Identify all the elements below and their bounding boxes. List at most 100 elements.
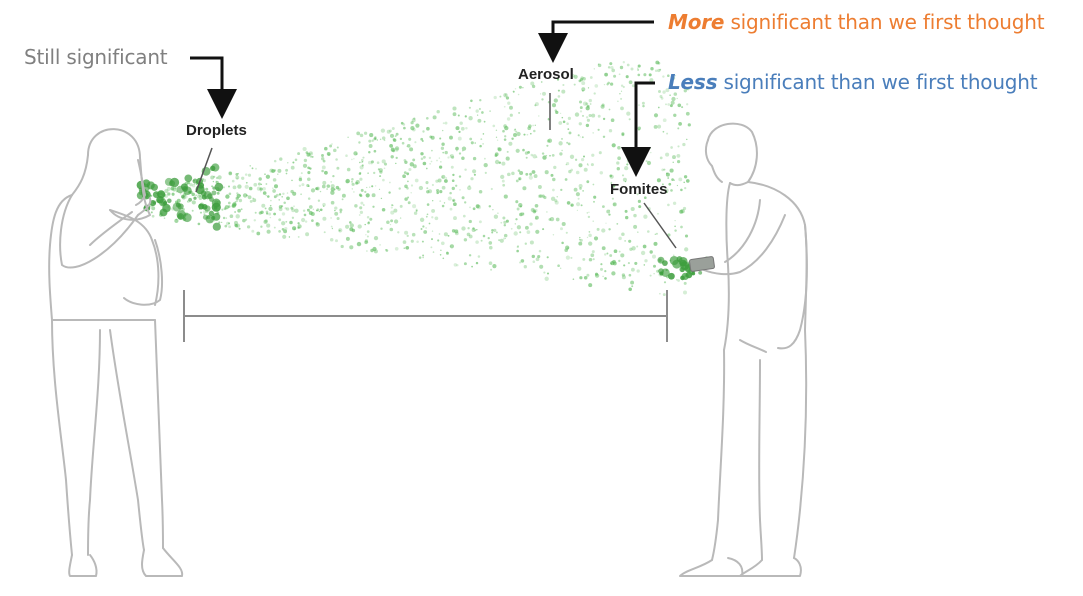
aerosol-particle	[513, 133, 517, 137]
aerosol-particle	[637, 68, 640, 71]
aerosol-particle	[555, 217, 560, 222]
aerosol-particle	[272, 187, 274, 189]
aerosol-particle	[522, 148, 525, 152]
aerosol-particle	[285, 207, 290, 211]
aerosol-particle	[620, 97, 623, 100]
aerosol-particle	[410, 192, 412, 194]
aerosol-particle	[559, 112, 562, 115]
aerosol-particle	[450, 165, 454, 169]
droplet-particle	[214, 182, 224, 192]
aerosol-particle	[431, 238, 433, 241]
aerosol-particle	[677, 279, 680, 282]
aerosol-particle	[336, 166, 340, 170]
aerosol-particle	[262, 191, 267, 195]
aerosol-particle	[591, 250, 595, 254]
aerosol-particle	[474, 229, 477, 232]
aerosol-particle	[468, 116, 473, 121]
aerosol-particle	[175, 218, 178, 221]
aerosol-particle	[420, 228, 423, 230]
aerosol-particle	[278, 207, 283, 212]
aerosol-particle	[401, 141, 405, 145]
aerosol-particle	[335, 185, 340, 190]
aerosol-particle	[576, 209, 579, 212]
aerosol-particle	[247, 195, 252, 200]
aerosol-particle	[272, 178, 277, 182]
aerosol-particle	[590, 253, 595, 258]
aerosol-particle	[292, 161, 295, 164]
aerosol-particle	[171, 192, 175, 196]
aerosol-particle	[683, 290, 687, 295]
aerosol-particle	[594, 84, 599, 88]
aerosol-particle	[636, 269, 640, 273]
aerosol-particle	[425, 215, 428, 218]
aerosol-particle	[407, 180, 409, 183]
aerosol-particle	[578, 241, 583, 246]
aerosol-particle	[517, 245, 519, 247]
aerosol-particle	[673, 113, 677, 117]
aerosol-particle	[360, 188, 364, 192]
aerosol-particle	[254, 211, 257, 214]
aerosol-particle	[205, 187, 209, 191]
aerosol-particle	[262, 186, 266, 191]
aerosol-particle	[404, 230, 409, 235]
aerosol-particle	[429, 163, 431, 165]
aerosol-particle	[405, 245, 410, 250]
aerosol-particle	[608, 213, 611, 216]
aerosol-particle	[426, 126, 430, 131]
aerosol-particle	[577, 197, 580, 200]
aerosol-particle	[282, 192, 285, 196]
aerosol-particle	[333, 188, 336, 191]
aerosol-particle	[447, 156, 450, 159]
aerosol-particle	[238, 198, 243, 203]
aerosol-particle	[578, 122, 582, 126]
aerosol-particle	[534, 102, 539, 107]
aerosol-particle	[566, 162, 570, 166]
aerosol-particle	[196, 195, 200, 198]
aerosol-particle	[242, 218, 246, 223]
aerosol-particle	[360, 161, 363, 164]
aerosol-particle	[368, 144, 373, 148]
aerosol-particle	[579, 106, 583, 110]
aerosol-particle	[592, 132, 595, 134]
aerosol-particle	[546, 144, 549, 147]
aerosol-particle	[633, 224, 638, 229]
aerosol-particle	[329, 237, 334, 242]
aerosol-particle	[273, 184, 279, 189]
aerosol-particle	[399, 204, 403, 208]
aerosol-particle	[372, 205, 375, 208]
aerosol-particle	[293, 228, 296, 231]
aerosol-particle	[616, 222, 619, 225]
aerosol-particle	[537, 255, 541, 259]
aerosol-particle	[431, 216, 434, 219]
aerosol-particle	[681, 106, 684, 109]
aerosol-particle	[232, 203, 237, 207]
aerosol-particle	[529, 222, 533, 226]
aerosol-particle	[233, 202, 237, 206]
aerosol-particle	[347, 136, 349, 139]
aerosol-particle	[551, 103, 557, 108]
aerosol-particle	[683, 175, 688, 179]
aerosol-particle	[600, 263, 603, 266]
aerosol-particle	[507, 172, 511, 177]
aerosol-particle	[577, 266, 582, 271]
aerosol-particle	[292, 191, 297, 196]
aerosol-particle	[502, 216, 506, 220]
aerosol-particle	[369, 133, 374, 138]
aerosol-particle	[499, 238, 504, 243]
aerosol-particle	[530, 153, 534, 157]
aerosol-particle	[593, 200, 595, 203]
aerosol-particle	[455, 149, 458, 152]
aerosol-particle	[221, 208, 224, 211]
aerosol-particle	[673, 179, 675, 181]
aerosol-particle	[366, 241, 369, 244]
aerosol-particle	[487, 236, 490, 240]
aerosol-particle	[453, 216, 457, 221]
droplet-particle	[188, 197, 192, 202]
aerosol-particle	[371, 163, 373, 165]
aerosol-particle	[541, 194, 545, 198]
aerosol-particle	[444, 179, 448, 183]
aerosol-particle	[610, 118, 615, 123]
aerosol-particle	[637, 231, 639, 233]
aerosol-particle	[667, 103, 671, 106]
aerosol-particle	[221, 221, 223, 224]
